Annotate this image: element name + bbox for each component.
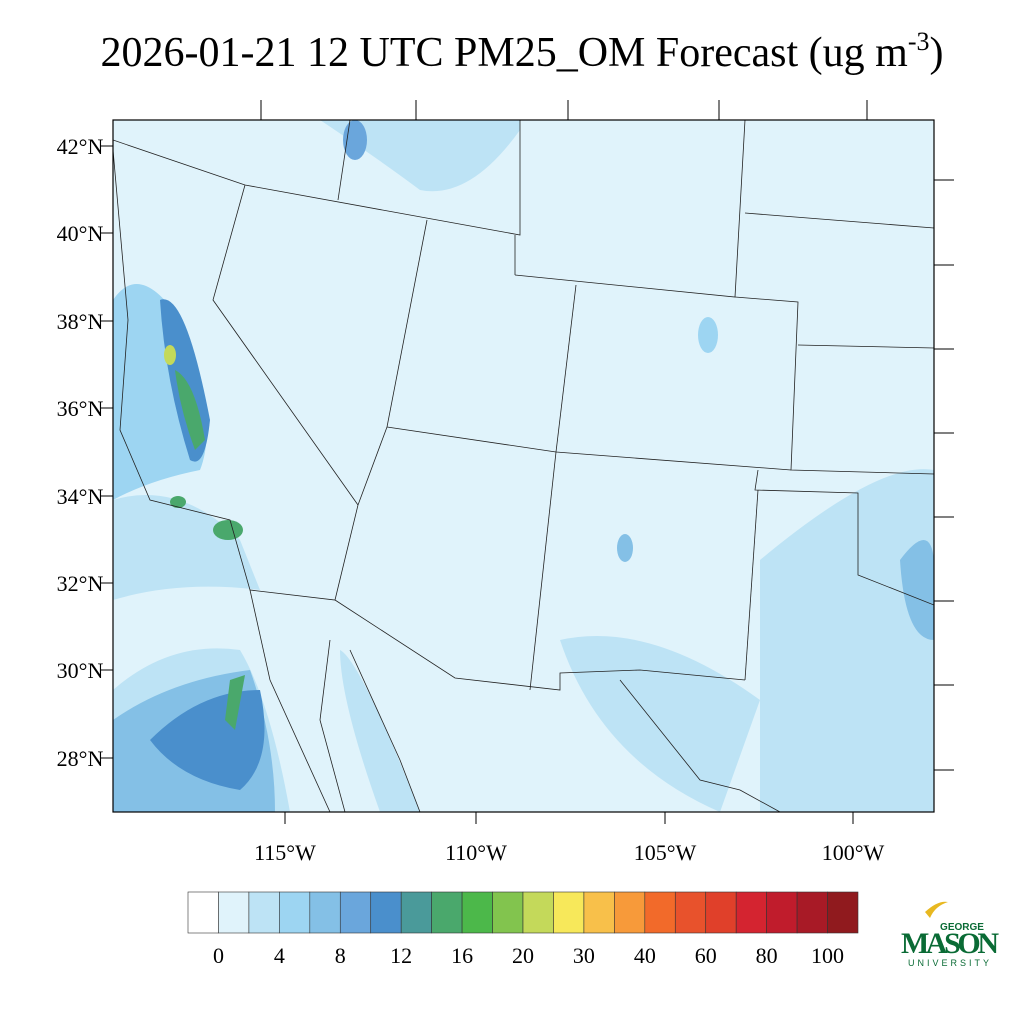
colorbar-label: 60 [695, 943, 717, 968]
map-ticks: 42°N 40°N 38°N 36°N 34°N 32°N 30°N 28°N 115°W 110… [57, 100, 954, 865]
colorbar-box [431, 891, 463, 934]
colorbar-box [339, 891, 372, 934]
colorbar-box [248, 891, 280, 934]
colorbar-label: 40 [634, 943, 656, 968]
colorbar-box [614, 891, 646, 934]
colorbar-box [735, 891, 767, 934]
colorbar-label: 0 [213, 943, 224, 968]
colorbar-box [766, 891, 798, 934]
lat-label: 36°N [57, 396, 104, 421]
map-frame [112, 119, 935, 813]
logo-bottom: UNIVERSITY [908, 958, 992, 968]
lat-label: 40°N [57, 221, 104, 246]
lon-label: 115°W [254, 840, 316, 865]
colorbar-label: 80 [756, 943, 778, 968]
colorbar: 0 4 8 12 16 20 30 40 60 80 100 [187, 891, 859, 968]
title-main: 2026-01-21 12 UTC PM25_OM Forecast (ug m [101, 30, 909, 76]
lat-label: 34°N [57, 484, 104, 509]
colorbar-box [400, 891, 432, 934]
lon-label: 110°W [445, 840, 507, 865]
colorbar-label: 12 [390, 943, 412, 968]
lat-label: 38°N [57, 309, 104, 334]
colorbar-label: 100 [811, 943, 844, 968]
colorbar-box [279, 891, 311, 934]
colorbar-label: 30 [573, 943, 595, 968]
colorbar-box [309, 891, 341, 934]
colorbar-box [370, 891, 402, 934]
logo-middle: MASON [901, 927, 999, 960]
colorbar-label: 4 [274, 943, 285, 968]
colorbar-label: 8 [335, 943, 346, 968]
colorbar-label: 20 [512, 943, 534, 968]
colorbar-box [492, 891, 524, 934]
colorbar-box [674, 891, 707, 934]
lon-label: 100°W [822, 840, 885, 865]
colorbar-box [644, 891, 676, 934]
colorbar-label: 16 [451, 943, 473, 968]
colorbar-box [522, 891, 554, 934]
colorbar-box [796, 891, 828, 934]
lat-label: 42°N [57, 134, 104, 159]
logo-top: GEORGE [940, 922, 984, 933]
title-superscript: -3 [908, 27, 930, 56]
title: 2026-01-21 12 UTC PM25_OM Forecast (ug m… [101, 27, 944, 76]
colorbar-box [461, 891, 493, 934]
boundaries [113, 120, 934, 812]
concentration-fill [113, 120, 934, 812]
colorbar-box [583, 891, 615, 934]
colorbar-box [553, 891, 585, 934]
colorbar-box [187, 891, 219, 934]
colorbar-box [705, 891, 737, 934]
lat-label: 32°N [57, 571, 104, 596]
colorbar-box [218, 891, 250, 934]
colorbar-box [827, 891, 859, 934]
map: 42°N 40°N 38°N 36°N 34°N 32°N 30°N 28°N 115°W 110… [57, 100, 954, 865]
lon-label: 105°W [634, 840, 697, 865]
lat-label: 30°N [57, 658, 104, 683]
title-close: ) [929, 30, 943, 76]
lat-label: 28°N [57, 746, 104, 771]
logo: GEORGE MASON UNIVERSITY [901, 901, 999, 968]
